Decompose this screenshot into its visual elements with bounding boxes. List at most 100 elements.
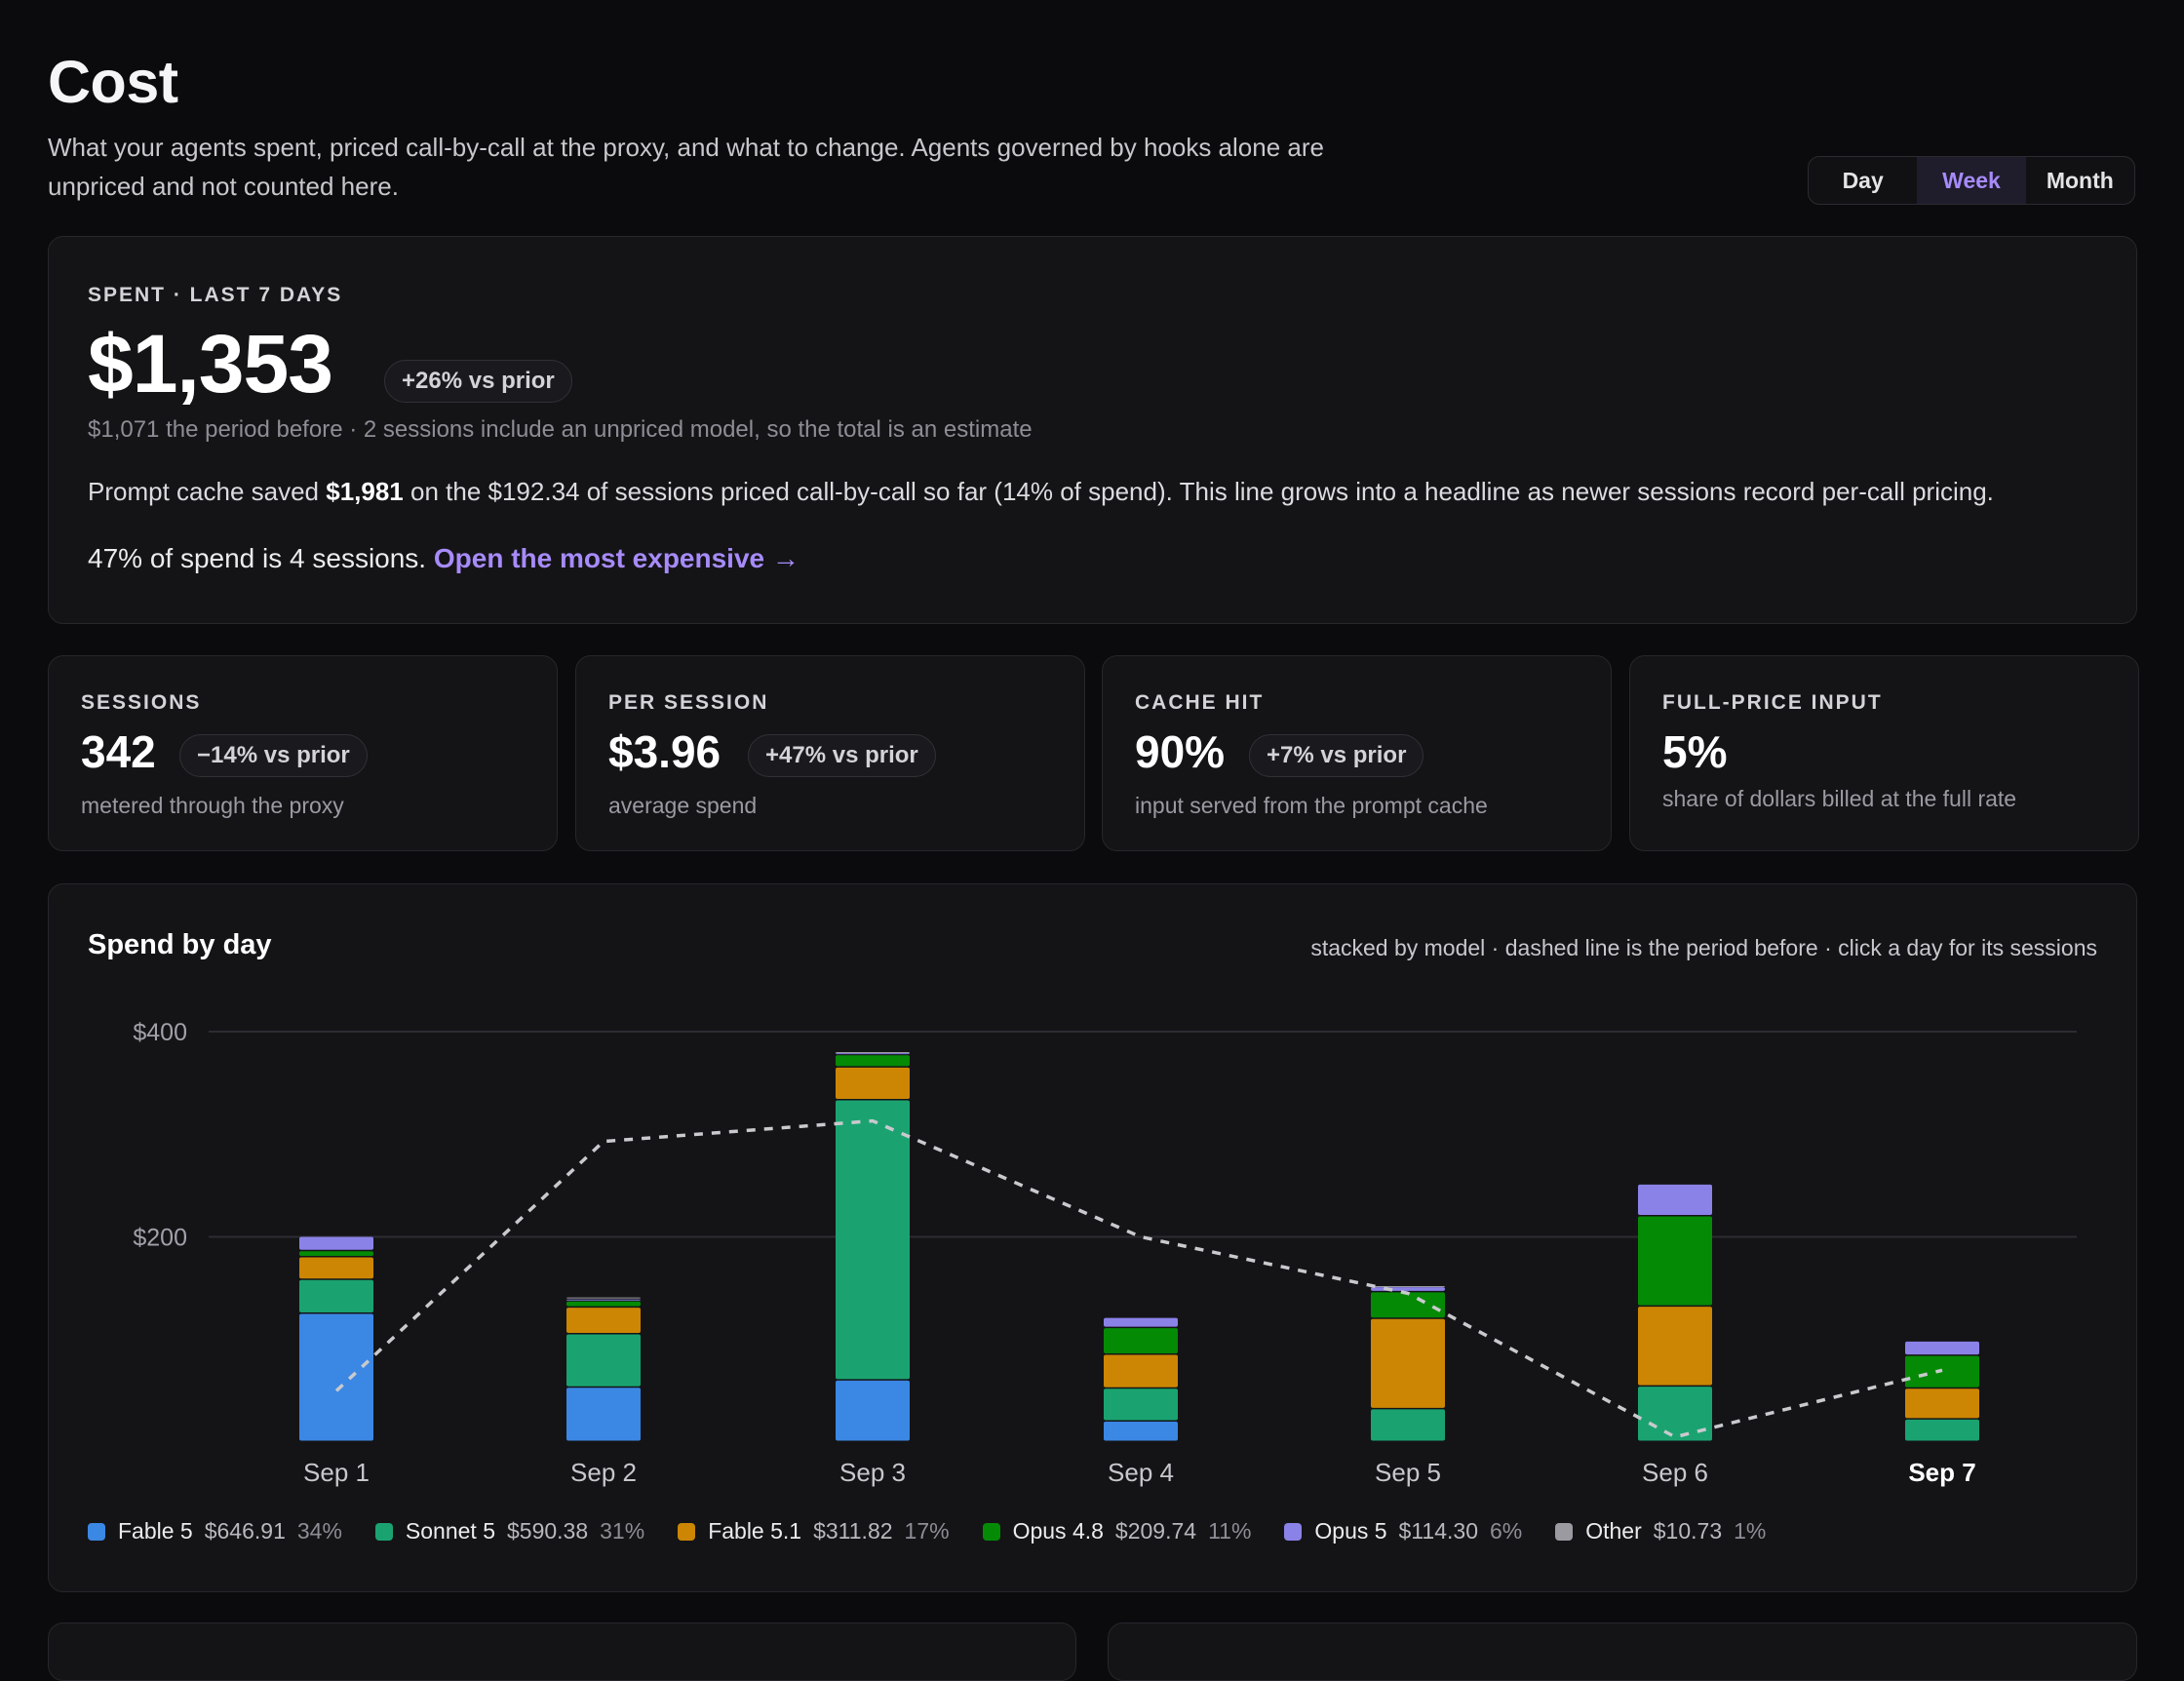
bar-segment[interactable] <box>1104 1328 1178 1354</box>
legend-item[interactable]: Opus 4.8 $209.74 11% <box>982 1518 1252 1544</box>
bar-segment[interactable] <box>566 1297 641 1299</box>
chart-title: Spend by day <box>88 929 272 960</box>
x-tick-label[interactable]: Sep 4 <box>1108 1458 1174 1487</box>
legend-amount: $311.82 <box>813 1518 893 1544</box>
bar-segment[interactable] <box>836 1055 910 1067</box>
bar-segment[interactable] <box>299 1257 373 1279</box>
spend-by-day-chart: $400 $200 Sep 1 Sep 2 Sep 3 Sep 4 Sep 5 Sep 6 Se… <box>133 1019 2077 1487</box>
x-tick-label[interactable]: Sep 3 <box>839 1458 906 1487</box>
kpi-note: metered through the proxy <box>81 793 344 818</box>
chart-legend: Fable 5 $646.91 34% Sonnet 5 $590.38 31% Fable… <box>88 1518 1799 1544</box>
legend-percent: 1% <box>1734 1518 1767 1544</box>
legend-name: Opus 4.8 <box>1012 1518 1104 1544</box>
kpi-label: SESSIONS <box>81 691 202 714</box>
kpi-label: FULL-PRICE INPUT <box>1662 691 1883 714</box>
legend-amount: $209.74 <box>1114 1518 1197 1544</box>
legend-amount: $590.38 <box>507 1518 589 1544</box>
bar-segment[interactable] <box>1104 1421 1178 1441</box>
cache-savings-amount: $1,981 <box>326 477 404 506</box>
kpi-delta-badge: −14% vs prior <box>179 734 368 777</box>
kpi-label: CACHE HIT <box>1135 691 1265 714</box>
legend-percent: 31% <box>600 1518 645 1544</box>
legend-item[interactable]: Other $10.73 1% <box>1555 1518 1766 1544</box>
kpi-note: share of dollars billed at the full rate <box>1662 786 2017 811</box>
bar-segment[interactable] <box>299 1251 373 1257</box>
legend-name: Sonnet 5 <box>405 1518 495 1544</box>
most-expensive-link[interactable]: Open the most expensive → <box>433 543 800 573</box>
kpi-card-full-price-input: FULL-PRICE INPUT 5% share of dollars bil… <box>1629 655 2139 851</box>
legend-amount: $114.30 <box>1398 1518 1478 1544</box>
x-tick-label[interactable]: Sep 2 <box>570 1458 637 1487</box>
cache-savings-line: Prompt cache saved $1,981 on the $192.34… <box>88 477 1994 507</box>
legend-swatch <box>1555 1522 1574 1541</box>
bar-segment[interactable] <box>1104 1354 1178 1388</box>
y-tick-label: $200 <box>133 1225 187 1252</box>
range-day-button[interactable]: Day <box>1842 167 1884 193</box>
legend-item[interactable]: Fable 5 $646.91 34% <box>88 1518 342 1544</box>
x-tick-label[interactable]: Sep 5 <box>1375 1458 1441 1487</box>
legend-swatch <box>678 1522 696 1541</box>
bar-segment[interactable] <box>299 1236 373 1250</box>
bar-segment[interactable] <box>836 1053 910 1055</box>
kpi-label: PER SESSION <box>608 691 769 714</box>
legend-percent: 11% <box>1208 1518 1252 1544</box>
legend-name: Fable 5.1 <box>708 1518 802 1544</box>
chart-note: stacked by model · dashed line is the pe… <box>1310 935 2097 960</box>
kpi-value: 342 <box>81 726 156 777</box>
legend-amount: $10.73 <box>1653 1518 1723 1544</box>
bar-segment[interactable] <box>1371 1286 1445 1288</box>
bar-segment[interactable] <box>1905 1388 1979 1419</box>
y-tick-label: $400 <box>133 1019 187 1046</box>
bar-segment[interactable] <box>1638 1216 1712 1306</box>
bar-segment[interactable] <box>836 1067 910 1100</box>
page-subtitle: What your agents spent, priced call-by-c… <box>48 133 1324 201</box>
kpi-note: average spend <box>608 793 758 818</box>
legend-item[interactable]: Sonnet 5 $590.38 31% <box>374 1518 645 1544</box>
bar-segment[interactable] <box>1104 1388 1178 1421</box>
kpi-value: $3.96 <box>608 726 722 777</box>
bar-segment[interactable] <box>1104 1317 1178 1327</box>
bar-segment[interactable] <box>566 1301 641 1307</box>
spend-note: $1,071 the period before · 2 sessions in… <box>88 416 1033 443</box>
legend-swatch <box>982 1522 1000 1541</box>
bar-segment[interactable] <box>1371 1409 1445 1441</box>
cache-savings-prefix: Prompt cache saved <box>88 477 327 506</box>
bar-segment[interactable] <box>566 1388 641 1441</box>
kpi-card-per-session: PER SESSION $3.96 +47% vs prior average … <box>575 655 1085 851</box>
x-tick-label[interactable]: Sep 7 <box>1908 1458 1975 1487</box>
range-month-button[interactable]: Month <box>2046 167 2114 193</box>
bar-segment[interactable] <box>1371 1292 1445 1318</box>
legend-name: Fable 5 <box>118 1518 193 1544</box>
bar-segment[interactable] <box>1638 1184 1712 1215</box>
bar-segment[interactable] <box>566 1334 641 1387</box>
legend-item[interactable]: Fable 5.1 $311.82 17% <box>678 1518 950 1544</box>
bar-segment[interactable] <box>299 1279 373 1312</box>
spend-eyebrow: SPENT · LAST 7 DAYS <box>88 284 343 306</box>
bar-segment[interactable] <box>566 1299 641 1301</box>
kpi-card-sessions: SESSIONS 342 −14% vs prior metered throu… <box>48 655 558 851</box>
kpi-delta-badge: +47% vs prior <box>748 734 936 777</box>
x-tick-label[interactable]: Sep 6 <box>1642 1458 1708 1487</box>
cost-page: Cost What your agents spent, priced call… <box>48 49 2139 1681</box>
bar-segment[interactable] <box>1905 1341 1979 1355</box>
bar-segment[interactable] <box>566 1308 641 1333</box>
cache-savings-suffix: on the $192.34 of sessions priced call-b… <box>403 477 1994 506</box>
bar-segment[interactable] <box>836 1052 910 1054</box>
bar-segment[interactable] <box>1371 1318 1445 1408</box>
legend-swatch <box>1284 1522 1303 1541</box>
spend-by-day-card: Spend by day stacked by model · dashed l… <box>48 883 2137 1592</box>
lower-panel-left <box>48 1622 1076 1681</box>
bar-segment[interactable] <box>836 1100 910 1380</box>
range-week-button[interactable]: Week <box>1917 157 2026 204</box>
legend-percent: 34% <box>296 1518 342 1544</box>
bar-segment[interactable] <box>836 1380 910 1441</box>
bar-segment[interactable] <box>299 1313 373 1441</box>
x-tick-label[interactable]: Sep 1 <box>303 1458 370 1487</box>
spend-delta-badge: +26% vs prior <box>384 360 572 403</box>
legend-percent: 17% <box>904 1518 950 1544</box>
bar-segment[interactable] <box>1638 1307 1712 1386</box>
bar-segment[interactable] <box>1371 1287 1445 1291</box>
bar-segment[interactable] <box>1905 1419 1979 1441</box>
bar-segment[interactable] <box>1638 1387 1712 1441</box>
legend-item[interactable]: Opus 5 $114.30 6% <box>1284 1518 1522 1544</box>
